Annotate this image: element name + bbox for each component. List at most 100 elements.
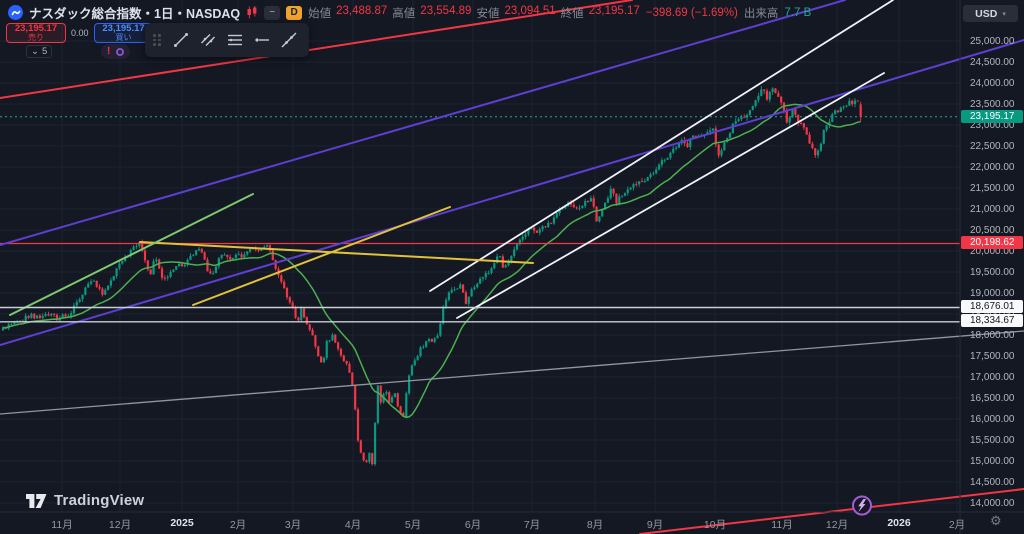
- price-tick-label: 17,500.00: [970, 351, 1015, 362]
- price-tick-label: 21,500.00: [970, 182, 1015, 194]
- interval-badge[interactable]: D: [286, 5, 303, 20]
- ohlc-readout: 始値 23,488.87 高値 23,554.89 安値 23,094.51 終値 23…: [308, 5, 640, 21]
- price-tick-label: 17,000.00: [970, 372, 1015, 383]
- price-tick-label: 23,000.00: [970, 119, 1015, 131]
- price-tick-label: 14,000.00: [970, 498, 1015, 509]
- candles-style-icon[interactable]: [246, 6, 258, 19]
- open-label: 始値: [308, 7, 332, 20]
- yellow-rising[interactable]: [192, 206, 451, 306]
- sell-button[interactable]: 23,195.17 売り: [6, 23, 66, 43]
- candle-wicks: [2, 85, 862, 466]
- tradingview-logo[interactable]: TradingView: [26, 492, 144, 509]
- time-tick-label: 12月: [825, 519, 849, 531]
- horizontal-ray-icon[interactable]: [250, 28, 274, 52]
- price-tick-label: 19,500.00: [970, 267, 1015, 278]
- high-label: 高値: [392, 7, 416, 20]
- time-tick-label: 2026: [887, 517, 911, 529]
- currency-label: USD: [975, 7, 998, 20]
- sell-label: 売り: [28, 32, 44, 42]
- trade-panel: 23,195.17 売り 0.00 23,195.17 買い: [6, 23, 154, 43]
- time-tick-label: 7月: [523, 519, 541, 531]
- close-label: 終値: [560, 7, 584, 20]
- price-tick-label: 21,000.00: [970, 204, 1015, 215]
- price-tick-label: 18,000.00: [970, 330, 1015, 341]
- horizontal-lines-icon[interactable]: [223, 28, 247, 52]
- low-label: 安値: [476, 7, 500, 20]
- time-tick-label: 2月: [948, 519, 966, 531]
- time-tick-label: 2025: [170, 517, 194, 529]
- price-level-badge: 23,195.17: [961, 110, 1023, 124]
- time-tick-label: 8月: [586, 519, 604, 531]
- open-value: 23,488.87: [336, 4, 388, 17]
- price-tick-label: 16,000.00: [970, 414, 1015, 425]
- price-tick-label: 15,000.00: [970, 456, 1015, 467]
- high-value: 23,554.89: [420, 4, 472, 17]
- candle-bodies: [1, 88, 862, 465]
- time-tick-label: 5月: [404, 519, 422, 531]
- time-tick-label: 2月: [229, 519, 247, 531]
- price-tick-label: 20,500.00: [970, 225, 1015, 236]
- price-tick-label: 19,000.00: [970, 288, 1015, 299]
- price-tick-label: 23,500.00: [970, 98, 1015, 110]
- price-level-badge: 20,198.62: [961, 236, 1023, 250]
- alert-status-pill[interactable]: !: [101, 44, 131, 59]
- tradingview-mark-icon: [26, 494, 47, 508]
- price-tick-label: 14,500.00: [970, 477, 1015, 488]
- trendline-alert-marker[interactable]: [852, 495, 872, 516]
- time-tick-label: 11月: [771, 519, 793, 531]
- low-value: 23,094.51: [504, 4, 556, 17]
- time-tick-label: 6月: [464, 519, 482, 531]
- price-tick-label: 20,000.00: [970, 246, 1015, 257]
- spread-value: 0.00: [71, 28, 89, 38]
- trend-line-icon[interactable]: [169, 28, 193, 52]
- object-count: 5: [41, 46, 48, 57]
- chevron-down-icon: ⌄: [31, 46, 39, 57]
- time-tick-label: 3月: [284, 519, 302, 531]
- price-tick-label: 22,500.00: [970, 140, 1015, 152]
- price-tick-label: 24,500.00: [970, 56, 1015, 68]
- volume-value: 7.7 B: [784, 6, 812, 19]
- alert-exclamation-icon: !: [107, 46, 111, 57]
- white-channel-upper[interactable]: [429, 0, 894, 292]
- price-tick-label: 25,000.00: [970, 35, 1015, 47]
- change-readout: −398.69 (−1.69%): [645, 6, 738, 19]
- yellow-declining[interactable]: [139, 241, 534, 264]
- volume-label: 出来高: [743, 7, 779, 20]
- buy-price: 23,195.17: [102, 22, 145, 34]
- price-tick-label: 22,000.00: [970, 161, 1015, 173]
- symbol-logo-icon[interactable]: [8, 5, 23, 20]
- collapse-badge[interactable]: −: [264, 5, 281, 20]
- time-tick-label: 4月: [344, 519, 362, 531]
- time-tick-label: 10月: [703, 519, 727, 531]
- price-tick-label: 24,000.00: [970, 77, 1015, 89]
- parallel-lines-icon[interactable]: [196, 28, 220, 52]
- white-channel-lower[interactable]: [456, 72, 885, 319]
- red-diagonal-upper[interactable]: [0, 0, 633, 99]
- price-level-badge: 18,676.01: [961, 300, 1023, 314]
- drawing-toolbar: [145, 23, 309, 57]
- symbol-header: ナスダック総合指数・1日・NASDAQ − D 始値 23,488.87 高値 23…: [8, 4, 811, 21]
- purple-diagonal-lower[interactable]: [0, 39, 1024, 346]
- close-value: 23,195.17: [588, 4, 640, 17]
- time-tick-label: 12月: [108, 519, 132, 531]
- purple-diagonal-upper[interactable]: [0, 0, 846, 246]
- price-level-badge: 18,334.67: [961, 314, 1023, 328]
- buy-button[interactable]: 23,195.17 買い: [93, 22, 154, 43]
- time-axis[interactable]: 11月 12月 2025 2月 3月 4月 5月 6月 7月 8月 9月 10月 11月 12月 2026 2…: [0, 512, 1024, 534]
- caret-down-icon: ▾: [1002, 10, 1006, 18]
- green-trendline[interactable]: [9, 193, 254, 316]
- object-tree-toggle[interactable]: ⌄ 5: [26, 45, 53, 58]
- currency-selector[interactable]: USD ▾: [963, 5, 1018, 22]
- gray-diagonal[interactable]: [0, 330, 1024, 415]
- drag-handle-icon[interactable]: [153, 34, 161, 46]
- price-axis[interactable]: 25,000.00 24,500.00 24,000.00 23,500.00 23,0…: [960, 0, 1024, 512]
- time-tick-label: 11月: [51, 519, 73, 531]
- moving-average-line: [2, 103, 861, 419]
- price-tick-label: 16,500.00: [970, 393, 1015, 404]
- axis-settings-gear-icon[interactable]: ⚙: [990, 513, 1002, 528]
- price-tick-label: 15,500.00: [970, 435, 1015, 446]
- extended-line-icon[interactable]: [277, 28, 301, 52]
- symbol-title[interactable]: ナスダック総合指数・1日・NASDAQ: [29, 7, 241, 21]
